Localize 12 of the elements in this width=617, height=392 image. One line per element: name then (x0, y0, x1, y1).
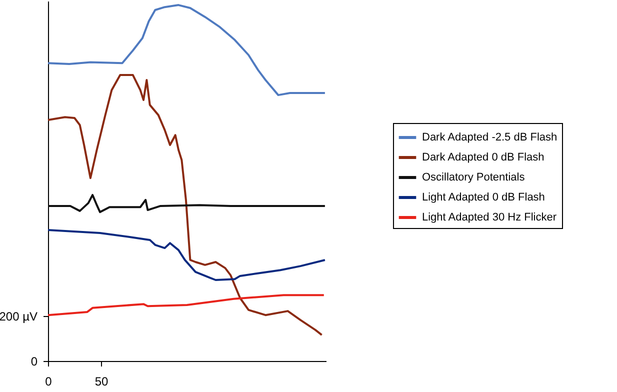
x-tick-label: 50 (94, 374, 109, 388)
line-series (47, 229, 326, 281)
legend-label: Oscillatory Potentials (422, 172, 526, 184)
line-series (47, 4, 326, 96)
line-series (47, 294, 325, 316)
legend-label: Dark Adapted 0 dB Flash (422, 152, 544, 164)
line-series (47, 74, 323, 336)
legend-label: Light Adapted 0 dB Flash (422, 192, 545, 204)
y-tick-label: 200 µV (0, 310, 38, 324)
legend-label: Dark Adapted -2.5 dB Flash (422, 132, 558, 144)
line-series (47, 194, 326, 214)
legend-label: Light Adapted 30 Hz Flicker (422, 212, 557, 224)
